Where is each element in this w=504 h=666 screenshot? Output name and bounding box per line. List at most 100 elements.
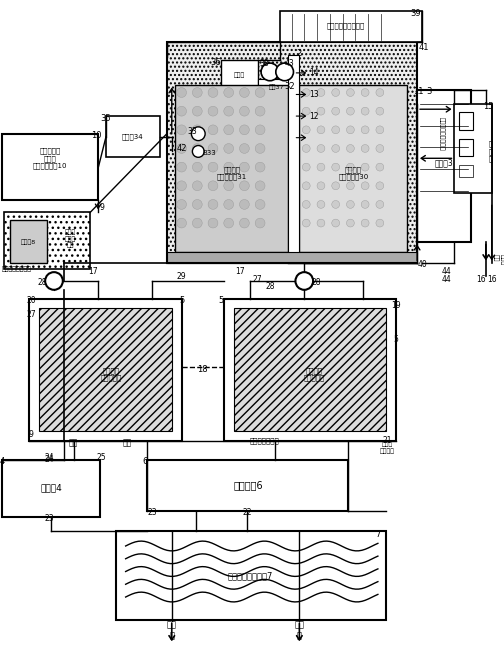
Bar [167,43,417,263]
Circle shape [239,163,249,172]
Circle shape [239,218,249,228]
Text: 2: 2 [297,49,302,58]
Circle shape [332,89,340,97]
Circle shape [193,144,202,153]
Text: 酶固器34: 酶固器34 [121,133,143,140]
Text: 燃烧炉及燃烧装置7: 燃烧炉及燃烧装置7 [228,571,273,580]
Circle shape [224,181,234,190]
Text: 9: 9 [29,430,34,439]
Circle shape [302,89,310,97]
Bar [299,85,407,252]
Circle shape [376,89,384,97]
Circle shape [177,88,186,97]
Bar [234,308,386,431]
Bar [459,165,473,177]
Text: 23: 23 [44,514,54,523]
Text: 15: 15 [483,102,494,111]
Text: 21: 21 [383,436,393,446]
Text: 13: 13 [309,90,319,99]
Text: 29: 29 [177,272,186,280]
Circle shape [193,163,202,172]
Text: 10: 10 [91,131,101,141]
Circle shape [255,107,265,116]
Circle shape [332,163,340,171]
Text: 回水: 回水 [69,438,78,448]
Circle shape [208,107,218,116]
Circle shape [317,107,325,115]
Circle shape [224,218,234,228]
Circle shape [361,219,369,227]
Circle shape [332,200,340,208]
Text: 4: 4 [0,457,5,466]
Text: 24: 24 [44,453,54,462]
Circle shape [239,107,249,116]
Text: 24: 24 [44,455,54,464]
Circle shape [255,218,265,228]
Circle shape [361,145,369,153]
Circle shape [239,181,249,190]
Text: 35: 35 [101,113,111,123]
Circle shape [255,181,265,190]
Circle shape [208,144,218,153]
Text: 6: 6 [143,457,148,466]
Text: 33: 33 [187,127,197,137]
Text: 酶固器: 酶固器 [234,72,245,78]
Circle shape [346,219,354,227]
Bar [2,460,100,517]
Text: 传感器8: 传感器8 [21,239,36,244]
Text: 传热媒介液供暖器: 传热媒介液供暖器 [2,266,32,272]
Circle shape [361,163,369,171]
Circle shape [193,181,202,190]
Circle shape [224,144,234,153]
Text: 17: 17 [88,266,98,276]
Bar [4,212,90,269]
Text: 传热媒介液
控制器
供暖器控制器10: 传热媒介液 控制器 供暖器控制器10 [33,147,68,169]
Circle shape [208,163,218,172]
Circle shape [376,200,384,208]
Text: 超导锅炉采暖供热器: 超导锅炉采暖供热器 [439,117,445,151]
Text: 20: 20 [27,296,36,305]
Bar [116,531,386,619]
Text: 燃口: 燃口 [167,620,177,629]
Circle shape [332,107,340,115]
Text: 19: 19 [391,301,400,310]
Circle shape [361,182,369,190]
Circle shape [317,145,325,153]
Text: 28: 28 [265,282,275,291]
Circle shape [332,126,340,134]
Text: 9: 9 [100,203,104,212]
Circle shape [317,182,325,190]
Text: 41: 41 [419,43,429,52]
Bar [221,60,258,90]
Circle shape [302,200,310,208]
Text: 超导锅炉采暖供热器: 超导锅炉采暖供热器 [327,23,364,29]
Circle shape [224,107,234,116]
Circle shape [276,63,293,81]
Circle shape [208,218,218,228]
Circle shape [193,107,202,116]
Circle shape [208,200,218,209]
Circle shape [255,200,265,209]
Circle shape [376,145,384,153]
Text: 18: 18 [197,365,208,374]
Text: 换热器3: 换热器3 [434,159,453,168]
Text: 43: 43 [285,59,294,67]
Circle shape [177,218,186,228]
Text: 27: 27 [27,310,36,319]
Bar [417,90,471,242]
Circle shape [376,182,384,190]
Text: 5: 5 [393,336,398,344]
Text: 12: 12 [309,112,319,121]
Text: 燃: 燃 [169,632,174,641]
Text: 14: 14 [309,69,319,77]
Text: 暖
气
片: 暖 气 片 [489,141,493,163]
Circle shape [239,144,249,153]
Circle shape [224,125,234,135]
Circle shape [332,182,340,190]
Circle shape [361,89,369,97]
Circle shape [239,200,249,209]
Circle shape [346,89,354,97]
Circle shape [177,163,186,172]
Text: 44: 44 [442,274,452,284]
Circle shape [192,127,205,141]
